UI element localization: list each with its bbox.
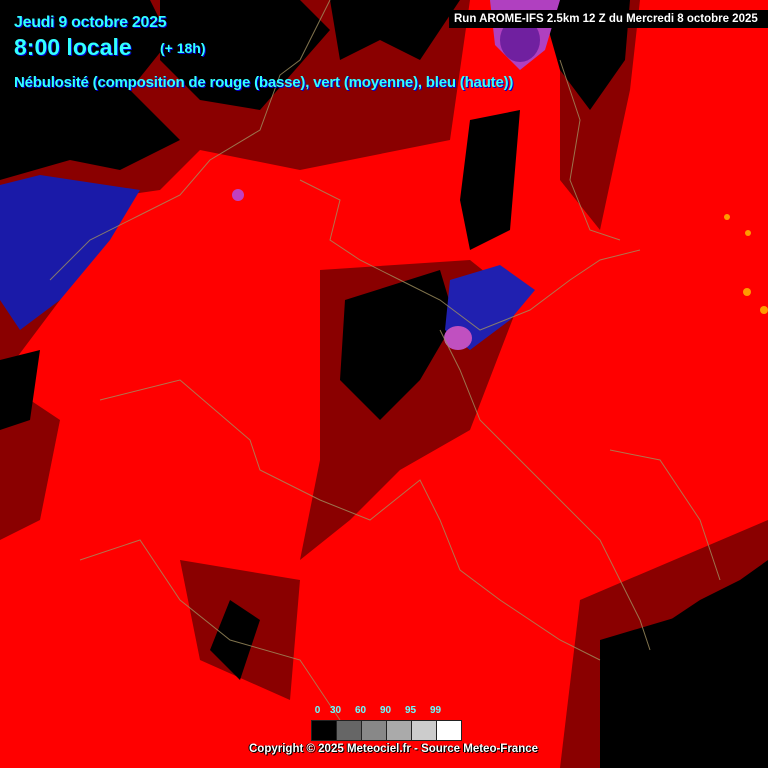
legend-swatch xyxy=(411,720,437,741)
legend-swatch xyxy=(361,720,387,741)
legend-swatch xyxy=(336,720,362,741)
legend-label: 30 xyxy=(329,705,342,716)
legend-label: 99 xyxy=(429,705,442,716)
forecast-date: Jeudi 9 octobre 2025 xyxy=(14,14,167,31)
legend-label: 95 xyxy=(404,705,417,716)
legend-swatch xyxy=(311,720,337,741)
legend-label: 0 xyxy=(314,705,321,716)
mid-cloud-spots xyxy=(724,214,768,314)
parameter-title: Nébulosité (composition de rouge (basse)… xyxy=(14,74,514,91)
model-run-label: Run AROME-IFS 2.5km 12 Z du Mercredi 8 o… xyxy=(449,10,768,28)
legend-label: 60 xyxy=(354,705,367,716)
legend-swatch xyxy=(386,720,412,741)
legend-swatch xyxy=(436,720,462,741)
forecast-time: 8:00 locale xyxy=(14,34,132,60)
copyright: Copyright © 2025 Meteociel.fr - Source M… xyxy=(249,743,539,755)
legend-label: 90 xyxy=(379,705,392,716)
country-borders xyxy=(49,0,721,721)
lead-time: (+ 18h) xyxy=(160,40,206,56)
